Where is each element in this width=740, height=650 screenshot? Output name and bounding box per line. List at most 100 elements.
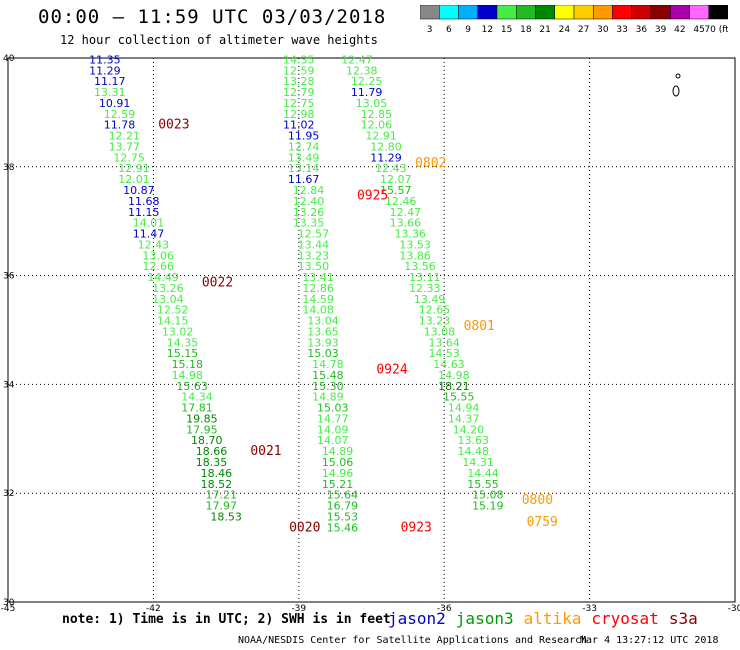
swh-value: 14.37 xyxy=(448,412,480,425)
swh-value: 13.64 xyxy=(428,336,460,349)
plot-frame xyxy=(7,57,736,603)
swh-value: 13.05 xyxy=(356,97,388,110)
y-tick-label: 30 xyxy=(3,598,15,608)
time-label: 0023 xyxy=(158,118,189,133)
scale-label: 12 xyxy=(482,25,493,35)
swh-value: 14.31 xyxy=(462,456,494,469)
swh-value: 11.29 xyxy=(89,64,121,77)
swh-value: 11.47 xyxy=(133,228,165,241)
swh-value: 15.15 xyxy=(167,347,199,360)
swh-value: 12.74 xyxy=(288,140,320,153)
swh-value: 12.66 xyxy=(142,260,174,273)
y-tick-label: 38 xyxy=(3,163,15,173)
scale-label: 27 xyxy=(578,25,589,35)
x-tick-label: -36 xyxy=(437,604,452,614)
swh-value: 13.26 xyxy=(293,206,325,219)
swh-value: 15.08 xyxy=(472,489,504,502)
swh-value: 14.34 xyxy=(181,391,213,404)
swh-value: 13.56 xyxy=(404,260,436,273)
swh-value: 18.21 xyxy=(438,380,470,393)
swh-value: 13.14 xyxy=(288,162,320,175)
swh-value: 12.40 xyxy=(293,195,325,208)
swh-value: 14.78 xyxy=(312,358,344,371)
swh-value: 16.79 xyxy=(327,500,359,513)
x-tick-label: -45 xyxy=(1,604,16,614)
swh-value: 12.57 xyxy=(298,228,330,241)
swh-value: 15.21 xyxy=(322,478,354,491)
swh-value: 18.70 xyxy=(191,434,223,447)
swh-value: 11.67 xyxy=(288,173,320,186)
swh-value: 14.35 xyxy=(283,53,315,66)
swh-value: 15.30 xyxy=(312,380,344,393)
swh-value: 17.81 xyxy=(181,402,213,415)
footer-timestamp: Mar 4 13:27:12 UTC 2018 xyxy=(580,635,719,646)
swh-value: 15.63 xyxy=(176,380,208,393)
time-label: 0924 xyxy=(376,363,407,378)
swh-value: 15.57 xyxy=(380,184,412,197)
swh-value: 12.91 xyxy=(365,130,397,143)
swh-value: 11.68 xyxy=(128,195,160,208)
legend-jason3: jason3 xyxy=(455,609,514,628)
chart-title: 00:00 – 11:59 UTC 03/03/2018 xyxy=(38,6,387,28)
chart-subtitle: 12 hour collection of altimeter wave hei… xyxy=(60,33,378,47)
swh-value: 11.15 xyxy=(128,206,160,219)
swh-value: 13.11 xyxy=(409,271,441,284)
swh-value: 13.86 xyxy=(399,249,431,262)
swh-value: 13.63 xyxy=(458,434,490,447)
swh-value: 18.35 xyxy=(196,456,228,469)
swh-value: 11.78 xyxy=(104,119,136,132)
swh-value: 17.95 xyxy=(186,423,218,436)
time-label: 0923 xyxy=(401,520,432,535)
swh-value: 13.35 xyxy=(293,217,325,230)
swh-value: 12.91 xyxy=(118,162,150,175)
time-label: 0021 xyxy=(250,444,281,459)
swh-value: 14.98 xyxy=(172,369,204,382)
x-tick-label: -33 xyxy=(582,604,597,614)
swh-value: 12.43 xyxy=(138,238,170,251)
swh-value: 15.19 xyxy=(472,500,504,513)
swh-value: 12.86 xyxy=(302,282,334,295)
swh-value: 17.21 xyxy=(206,489,238,502)
swh-value: 13.66 xyxy=(390,217,422,230)
swh-value: 11.29 xyxy=(370,151,402,164)
x-tick-label: -39 xyxy=(291,604,306,614)
swh-value: 12.06 xyxy=(361,119,393,132)
swh-value: 13.36 xyxy=(395,228,427,241)
scale-label: 39 xyxy=(655,25,667,35)
swh-value: 18.46 xyxy=(201,467,233,480)
swh-value: 13.50 xyxy=(298,260,330,273)
scale-label: 42 xyxy=(674,25,685,35)
swh-value: 14.01 xyxy=(133,217,165,230)
swh-value: 13.23 xyxy=(298,249,330,262)
swh-value: 12.21 xyxy=(109,130,141,143)
swh-value: 11.79 xyxy=(351,86,383,99)
swh-value: 15.03 xyxy=(307,347,339,360)
y-tick-label: 40 xyxy=(3,54,15,64)
time-label: 0759 xyxy=(527,515,558,530)
swh-value: 13.28 xyxy=(283,75,315,88)
swh-value: 15.55 xyxy=(467,478,499,491)
swh-value: 12.98 xyxy=(283,108,315,121)
swh-value: 11.17 xyxy=(94,75,126,88)
time-label: 0801 xyxy=(464,319,495,334)
swh-value: 11.95 xyxy=(288,130,320,143)
swh-value: 13.06 xyxy=(142,249,174,262)
swh-value: 14.77 xyxy=(317,412,349,425)
swh-value: 12.80 xyxy=(370,140,402,153)
scale-label: 9 xyxy=(465,25,471,35)
swh-value: 14.89 xyxy=(322,445,354,458)
swh-value: 14.08 xyxy=(302,304,334,317)
swh-value: 13.23 xyxy=(419,315,451,328)
swh-value: 12.01 xyxy=(118,173,150,186)
swh-value: 12.65 xyxy=(419,304,451,317)
legend-cryosat: cryosat xyxy=(591,609,659,628)
swh-value: 12.38 xyxy=(346,64,378,77)
scale-label: 21 xyxy=(539,25,550,35)
swh-value: 13.41 xyxy=(302,271,334,284)
swh-value: 12.75 xyxy=(283,97,315,110)
x-tick-label: -30 xyxy=(728,604,740,614)
swh-value: 13.49 xyxy=(414,293,446,306)
swh-value: 15.48 xyxy=(312,369,344,382)
legend-s3a: s3a xyxy=(668,609,698,628)
